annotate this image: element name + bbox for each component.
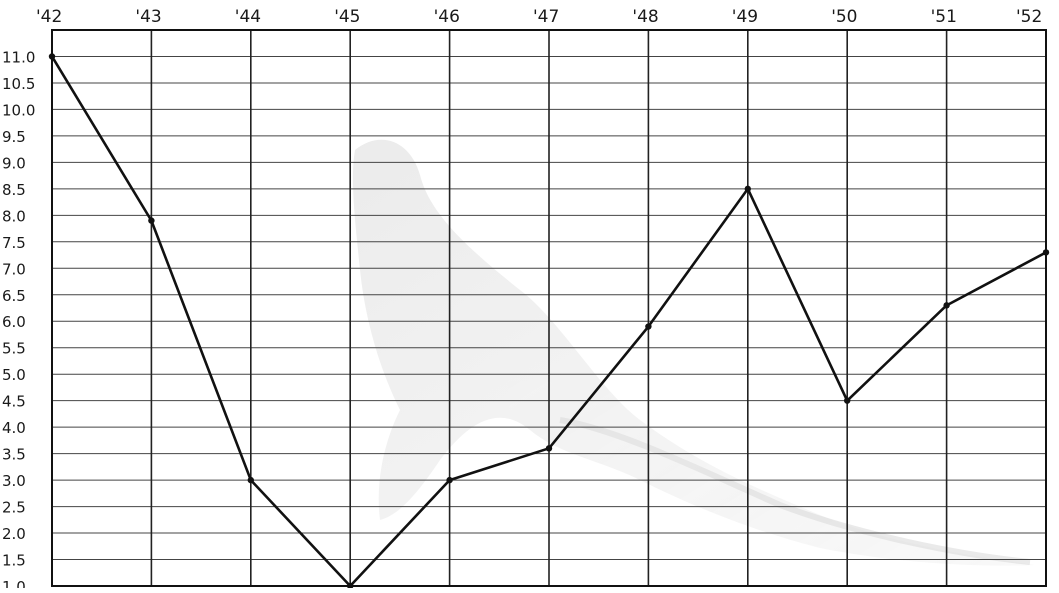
y-tick-label: 9.5	[2, 128, 26, 146]
data-point	[645, 323, 652, 330]
x-tick-label: '46	[434, 7, 460, 27]
x-tick-label: '51	[931, 7, 957, 27]
y-tick-label: 5.0	[2, 366, 26, 384]
bird-watermark-illustration	[352, 139, 1035, 566]
x-tick-label: '43	[135, 7, 161, 27]
data-point	[446, 476, 453, 484]
plot-border	[51, 29, 1047, 587]
y-axis-ticks: 1.0 1.5 2.0 2.5 3.0 3.5 4.0 4.5 5.0 5.5 6.0 6.5 7.0 7…	[2, 48, 35, 593]
y-tick-label: 3.0	[2, 472, 26, 490]
x-tick-label: '45	[334, 7, 360, 27]
data-point	[48, 53, 56, 60]
y-tick-label: 3.5	[2, 446, 26, 464]
y-tick-label: 4.0	[2, 419, 26, 437]
y-tick-label: 2.5	[2, 499, 26, 517]
data-point	[844, 397, 851, 404]
data-point	[943, 302, 950, 309]
data-point	[247, 476, 254, 484]
y-tick-label: 8.5	[2, 181, 26, 199]
x-tick-label: '44	[235, 7, 261, 27]
y-tick-label: 8.0	[2, 207, 26, 225]
y-tick-label: 11.0	[2, 48, 35, 66]
x-tick-label: '49	[732, 7, 758, 27]
x-tick-label: '48	[632, 7, 658, 27]
chart-frame	[51, 29, 1047, 587]
y-tick-label: 2.0	[2, 525, 26, 543]
y-tick-label: 5.5	[2, 340, 26, 358]
y-tick-label: 1.0	[2, 578, 26, 588]
y-tick-label: 10.5	[2, 75, 35, 93]
data-point	[148, 217, 155, 224]
data-point	[1042, 249, 1050, 256]
y-tick-label: 7.5	[2, 234, 26, 252]
y-tick-label: 6.0	[2, 313, 26, 331]
x-tick-label: '47	[533, 7, 559, 27]
data-point	[744, 185, 751, 193]
y-tick-label: 6.5	[2, 287, 26, 305]
y-tick-label: 7.0	[2, 260, 26, 278]
y-tick-label: 1.5	[2, 552, 26, 570]
y-tick-label: 10.0	[2, 101, 35, 119]
x-tick-label: '52	[1016, 7, 1042, 27]
y-tick-label: 9.0	[2, 154, 26, 172]
x-tick-label: '50	[831, 7, 857, 27]
chart-grid	[51, 30, 1047, 587]
data-point	[545, 445, 553, 452]
x-axis-ticks: '42 '43 '44 '45 '46 '47 '48 '49 '50 '51 '52	[36, 7, 1042, 27]
y-tick-label: 4.5	[2, 393, 26, 411]
x-tick-label: '42	[36, 7, 62, 27]
